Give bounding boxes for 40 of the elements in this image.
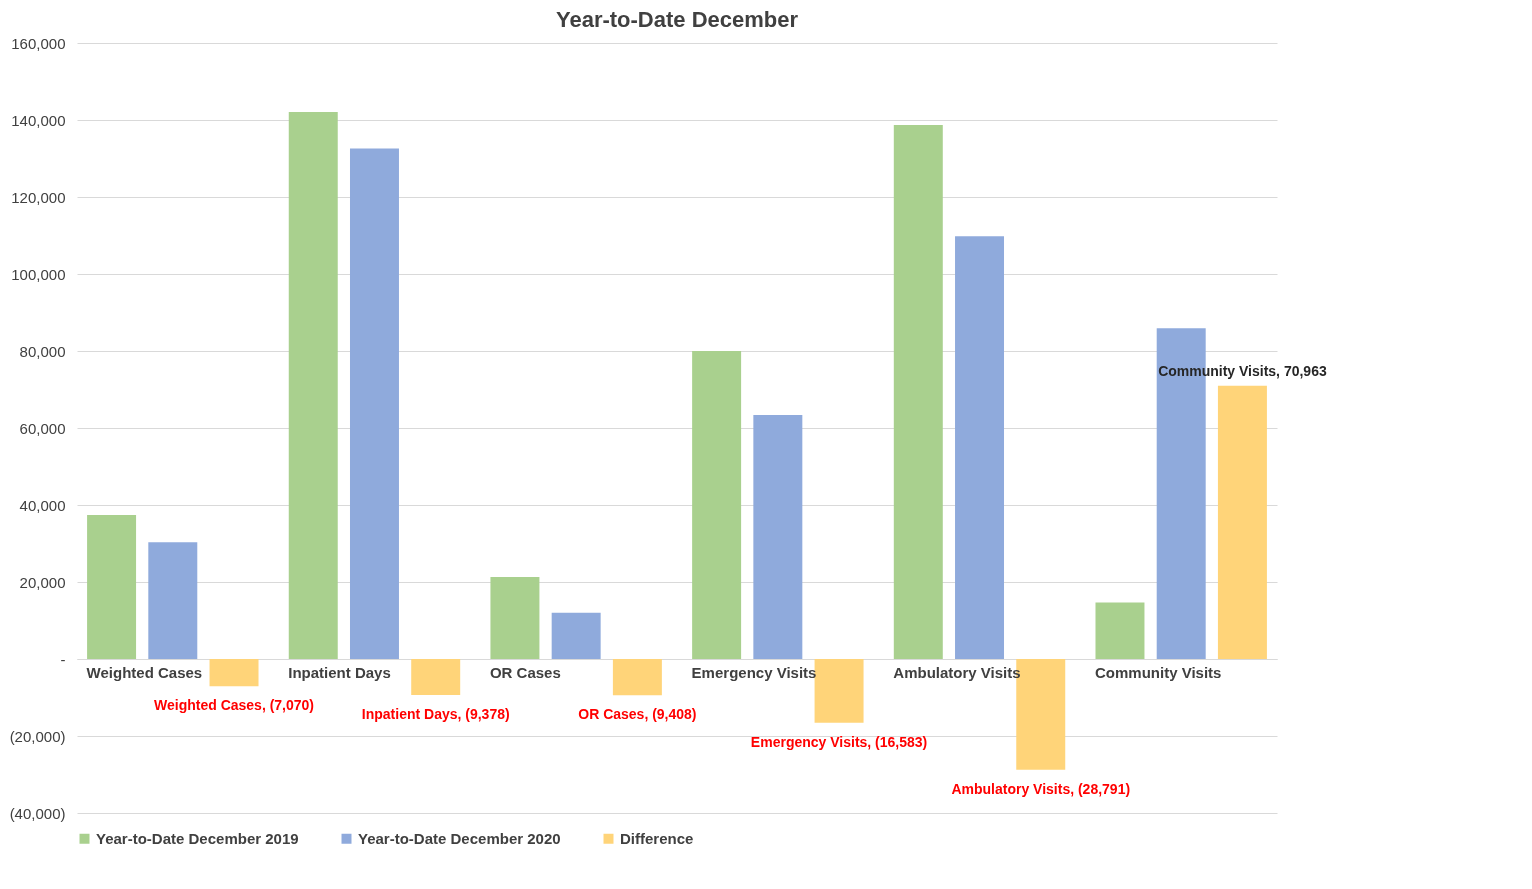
data-label: Emergency Visits, (16,583) (750, 733, 928, 750)
bar (288, 111, 338, 659)
data-label: Ambulatory Visits, (28,791) (951, 780, 1131, 797)
y-tick-label: (20,000) (9, 727, 66, 745)
y-tick-label: - (60, 650, 66, 668)
bar (893, 125, 943, 659)
bar (148, 542, 198, 659)
data-label: OR Cases, (9,408) (578, 706, 697, 723)
bar (814, 659, 864, 723)
y-tick-label: 100,000 (11, 265, 66, 283)
y-tick-label: 140,000 (11, 111, 66, 129)
chart-title: Year-to-Date December (555, 7, 799, 32)
legend-label: Year-to-Date December 2020 (358, 829, 561, 847)
bar (209, 659, 259, 687)
y-tick-label: 120,000 (11, 188, 66, 206)
x-tick-label: Weighted Cases (86, 664, 203, 681)
legend-label: Year-to-Date December 2019 (96, 829, 299, 847)
y-tick-label: 80,000 (19, 342, 66, 360)
y-tick-label: (40,000) (9, 804, 66, 822)
bar (1217, 385, 1267, 659)
bar (551, 612, 601, 659)
bar (612, 659, 662, 696)
x-tick-label: Community Visits (1094, 664, 1222, 681)
y-tick-label: 20,000 (19, 573, 66, 591)
data-label: Inpatient Days, (9,378) (361, 706, 510, 723)
bar (955, 236, 1005, 659)
bar (692, 351, 742, 659)
y-tick-label: 60,000 (19, 419, 66, 437)
x-tick-label: Inpatient Days (288, 664, 391, 681)
data-label: Weighted Cases, (7,070) (154, 697, 315, 714)
legend-label: Difference (620, 829, 694, 847)
bar (753, 414, 803, 659)
bar (411, 659, 461, 696)
bar (490, 577, 540, 659)
y-tick-label: 160,000 (11, 34, 66, 52)
bar (87, 515, 137, 659)
y-tick-label: 40,000 (19, 496, 66, 514)
x-tick-label: OR Cases (489, 664, 561, 681)
bar (349, 148, 399, 659)
bar (1095, 602, 1145, 659)
